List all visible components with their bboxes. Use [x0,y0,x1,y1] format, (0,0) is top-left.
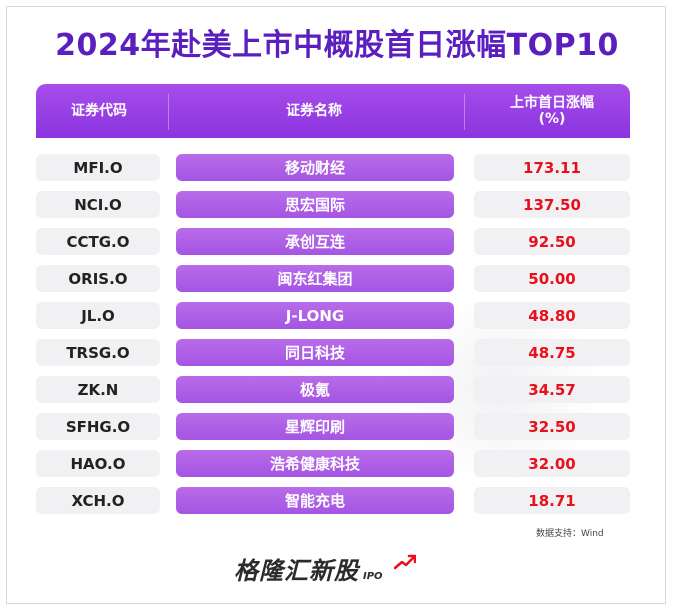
cell-rise-value: 34.57 [474,376,630,403]
cell-code: ZK.N [36,376,160,403]
table-row: SFHG.O 星辉印刷 32.50 [36,411,630,448]
cell-code: HAO.O [36,450,160,477]
table-body: MFI.O 移动财经 173.11 NCI.O 思宏国际 137.50 CCTG.O 承创互连… [36,152,630,522]
cell-name: J-LONG [176,302,454,329]
table-row: HAO.O 浩希健康科技 32.00 [36,448,630,485]
cell-code: SFHG.O [36,413,160,440]
cell-name: 同日科技 [176,339,454,366]
cell-name: 思宏国际 [176,191,454,218]
header-name: 证券名称 [286,103,342,119]
table-row: XCH.O 智能充电 18.71 [36,485,630,522]
cell-rise-value: 50.00 [474,265,630,292]
cell-rise-value: 18.71 [474,487,630,514]
header-divider [168,94,169,130]
cell-code: MFI.O [36,154,160,181]
cell-code: JL.O [36,302,160,329]
logo-text: 格隆汇新股 [234,557,359,585]
cell-rise-value: 173.11 [474,154,630,181]
table-row: CCTG.O 承创互连 92.50 [36,226,630,263]
cell-rise-value: 32.00 [474,450,630,477]
cell-name: 闽东红集团 [176,265,454,292]
header-rise-unit: (%) [538,111,566,127]
table-row: ZK.N 极氪 34.57 [36,374,630,411]
cell-rise-value: 92.50 [474,228,630,255]
table-row: JL.O J-LONG 48.80 [36,300,630,337]
cell-code: NCI.O [36,191,160,218]
cell-rise-value: 48.75 [474,339,630,366]
cell-rise-value: 32.50 [474,413,630,440]
table-row: TRSG.O 同日科技 48.75 [36,337,630,374]
cell-rise-value: 48.80 [474,302,630,329]
cell-code: XCH.O [36,487,160,514]
cell-name: 移动财经 [176,154,454,181]
source-note: 数据支持：Wind [536,529,604,539]
cell-name: 极氪 [176,376,454,403]
cell-code: ORIS.O [36,265,160,292]
trend-arrow-icon [394,554,416,570]
brand-logo: 格隆汇新股 IPO [234,552,416,586]
cell-name: 浩希健康科技 [176,450,454,477]
table-row: MFI.O 移动财经 173.11 [36,152,630,189]
cell-code: TRSG.O [36,339,160,366]
cell-name: 智能充电 [176,487,454,514]
header-rise: 上市首日涨幅 (%) [474,84,630,138]
header-code: 证券代码 [71,103,127,119]
table-row: ORIS.O 闽东红集团 50.00 [36,263,630,300]
header-divider [464,94,465,130]
table-row: NCI.O 思宏国际 137.50 [36,189,630,226]
header-rise-label: 上市首日涨幅 [510,95,594,111]
table-header: 证券代码 证券名称 上市首日涨幅 (%) [36,84,630,138]
cell-name: 星辉印刷 [176,413,454,440]
cell-name: 承创互连 [176,228,454,255]
cell-rise-value: 137.50 [474,191,630,218]
cell-code: CCTG.O [36,228,160,255]
logo-suffix: IPO [363,571,383,582]
page-title: 2024年赴美上市中概股首日涨幅TOP10 [55,28,619,63]
